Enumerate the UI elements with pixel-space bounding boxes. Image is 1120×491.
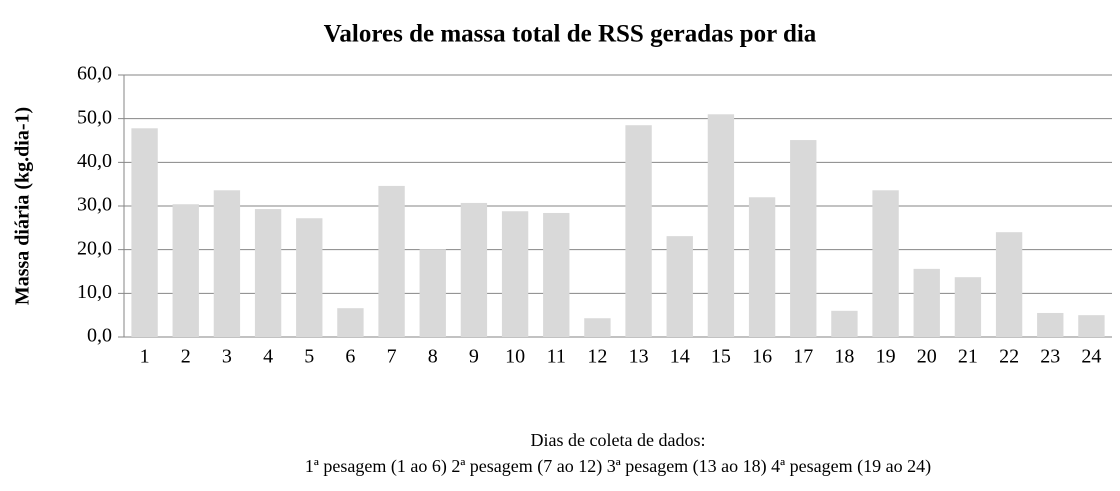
bar	[1078, 315, 1105, 337]
y-tick-label: 10,0	[77, 281, 112, 303]
bar	[213, 190, 241, 337]
x-tick-label: 22	[999, 346, 1019, 368]
bar	[666, 236, 693, 337]
y-tick-label: 60,0	[77, 63, 112, 85]
bar	[831, 310, 858, 337]
bar	[419, 249, 446, 337]
bar	[131, 128, 158, 337]
bar	[707, 114, 735, 337]
bar	[995, 232, 1023, 337]
x-tick-label: 23	[1040, 346, 1060, 368]
x-tick-label: 4	[263, 346, 273, 368]
x-tick-label: 2	[181, 346, 191, 368]
y-tick-label: 0,0	[87, 325, 112, 347]
bar	[172, 204, 199, 337]
x-tick-label: 20	[917, 346, 937, 368]
bar	[1037, 312, 1064, 337]
bar	[748, 197, 776, 337]
x-tick-label: 10	[505, 346, 525, 368]
bar	[913, 268, 940, 337]
x-tick-label: 14	[670, 346, 690, 368]
x-tick-label: 7	[387, 346, 397, 368]
x-tick-label: 17	[793, 346, 813, 368]
y-axis-label: Massa diária (kg.dia-1)	[12, 107, 34, 305]
x-axis-label: 1ª pesagem (1 ao 6) 2ª pesagem (7 ao 12)…	[305, 456, 931, 477]
x-tick-label: 12	[587, 346, 607, 368]
bar	[378, 185, 405, 337]
bar	[337, 308, 364, 337]
x-tick-label: 24	[1081, 346, 1101, 368]
x-tick-label: 9	[469, 346, 479, 368]
x-tick-label: 6	[345, 346, 355, 368]
y-tick-label: 50,0	[77, 106, 112, 128]
x-tick-label: 8	[428, 346, 438, 368]
x-tick-label: 19	[876, 346, 896, 368]
bar	[584, 318, 611, 337]
bar	[296, 218, 323, 337]
x-axis-label: Dias de coleta de dados:	[531, 430, 706, 450]
x-tick-label: 16	[752, 346, 772, 368]
x-tick-label: 5	[304, 346, 314, 368]
bar	[460, 202, 488, 337]
bar	[543, 212, 570, 337]
x-tick-label: 21	[958, 346, 978, 368]
bar	[501, 211, 529, 337]
x-tick-label: 15	[711, 346, 731, 368]
bar	[254, 209, 282, 337]
x-tick-label: 13	[629, 346, 649, 368]
y-tick-label: 30,0	[77, 194, 112, 216]
bar	[954, 277, 982, 337]
x-tick-label: 3	[222, 346, 232, 368]
x-tick-label: 18	[834, 346, 854, 368]
chart-title: Valores de massa total de RSS geradas po…	[324, 21, 817, 48]
bar	[625, 125, 652, 337]
y-tick-label: 40,0	[77, 150, 112, 172]
x-tick-label: 11	[547, 346, 566, 368]
y-tick-label: 20,0	[77, 237, 112, 259]
bar	[872, 190, 899, 337]
x-tick-label: 1	[140, 346, 150, 368]
bar	[790, 140, 817, 337]
